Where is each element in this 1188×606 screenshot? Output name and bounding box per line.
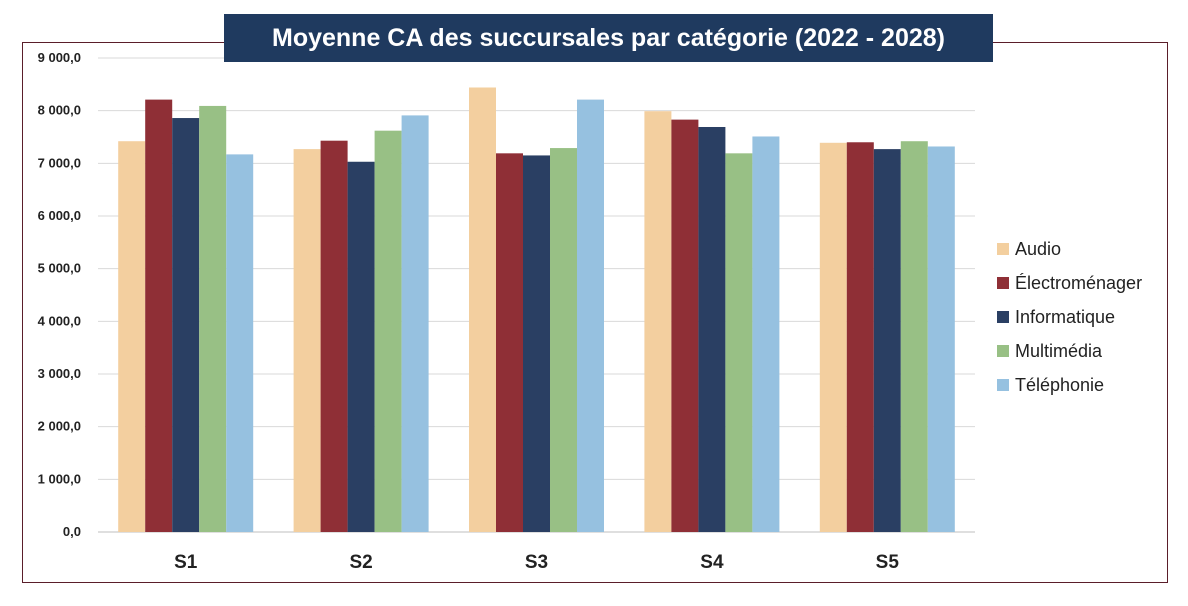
y-tick-label: 4 000,0 [38,313,81,328]
bar [374,130,402,532]
x-category-label: S3 [525,552,548,573]
bar [725,153,753,532]
legend-item: Électroménager [997,266,1142,300]
bar [469,87,496,532]
legend-swatch [997,277,1009,289]
y-tick-label: 6 000,0 [38,208,81,223]
x-category-label: S4 [700,552,724,573]
legend-label: Électroménager [1015,272,1143,293]
bar [752,136,780,532]
bar [118,141,146,533]
bar [900,141,928,533]
bar [550,148,577,532]
x-category-label: S5 [876,552,900,573]
legend-swatch [997,345,1009,357]
legend-label: Audio [1015,238,1062,259]
y-tick-label: 7 000,0 [38,155,81,170]
legend-label: Téléphonie [1015,374,1105,395]
bar [873,149,901,532]
legend-label: Informatique [1015,306,1116,327]
legend-item: Audio [997,232,1142,266]
bar [819,142,847,532]
bar [523,155,550,532]
bar [347,161,375,532]
legend-swatch [997,311,1009,323]
bar [644,111,672,533]
legend-swatch [997,243,1009,255]
bar [226,154,254,532]
bar [145,99,173,533]
bar [320,140,348,533]
x-category-label: S1 [174,552,198,573]
bar [846,142,874,532]
legend-swatch [997,379,1009,391]
bar [172,118,200,532]
y-tick-label: 1 000,0 [38,471,81,486]
bar [293,149,321,532]
bar [577,99,604,533]
bar [199,105,227,532]
y-tick-label: 3 000,0 [38,366,81,381]
legend-item: Informatique [997,300,1142,334]
y-tick-label: 0,0 [63,524,81,539]
y-tick-label: 9 000,0 [38,50,81,65]
bar [671,119,699,533]
bar [927,146,955,533]
bar [698,126,726,532]
bar [401,115,429,532]
y-tick-label: 5 000,0 [38,261,81,276]
x-category-label: S2 [349,552,372,573]
y-tick-label: 8 000,0 [38,103,81,118]
legend-item: Multimédia [997,334,1142,368]
y-tick-label: 2 000,0 [38,419,81,434]
chart-title: Moyenne CA des succursales par catégorie… [224,14,993,62]
legend-item: Téléphonie [997,368,1142,402]
bar [496,153,523,532]
legend-label: Multimédia [1015,340,1103,361]
chart-legend: Audio Électroménager Informatique Multimédi… [997,232,1142,402]
